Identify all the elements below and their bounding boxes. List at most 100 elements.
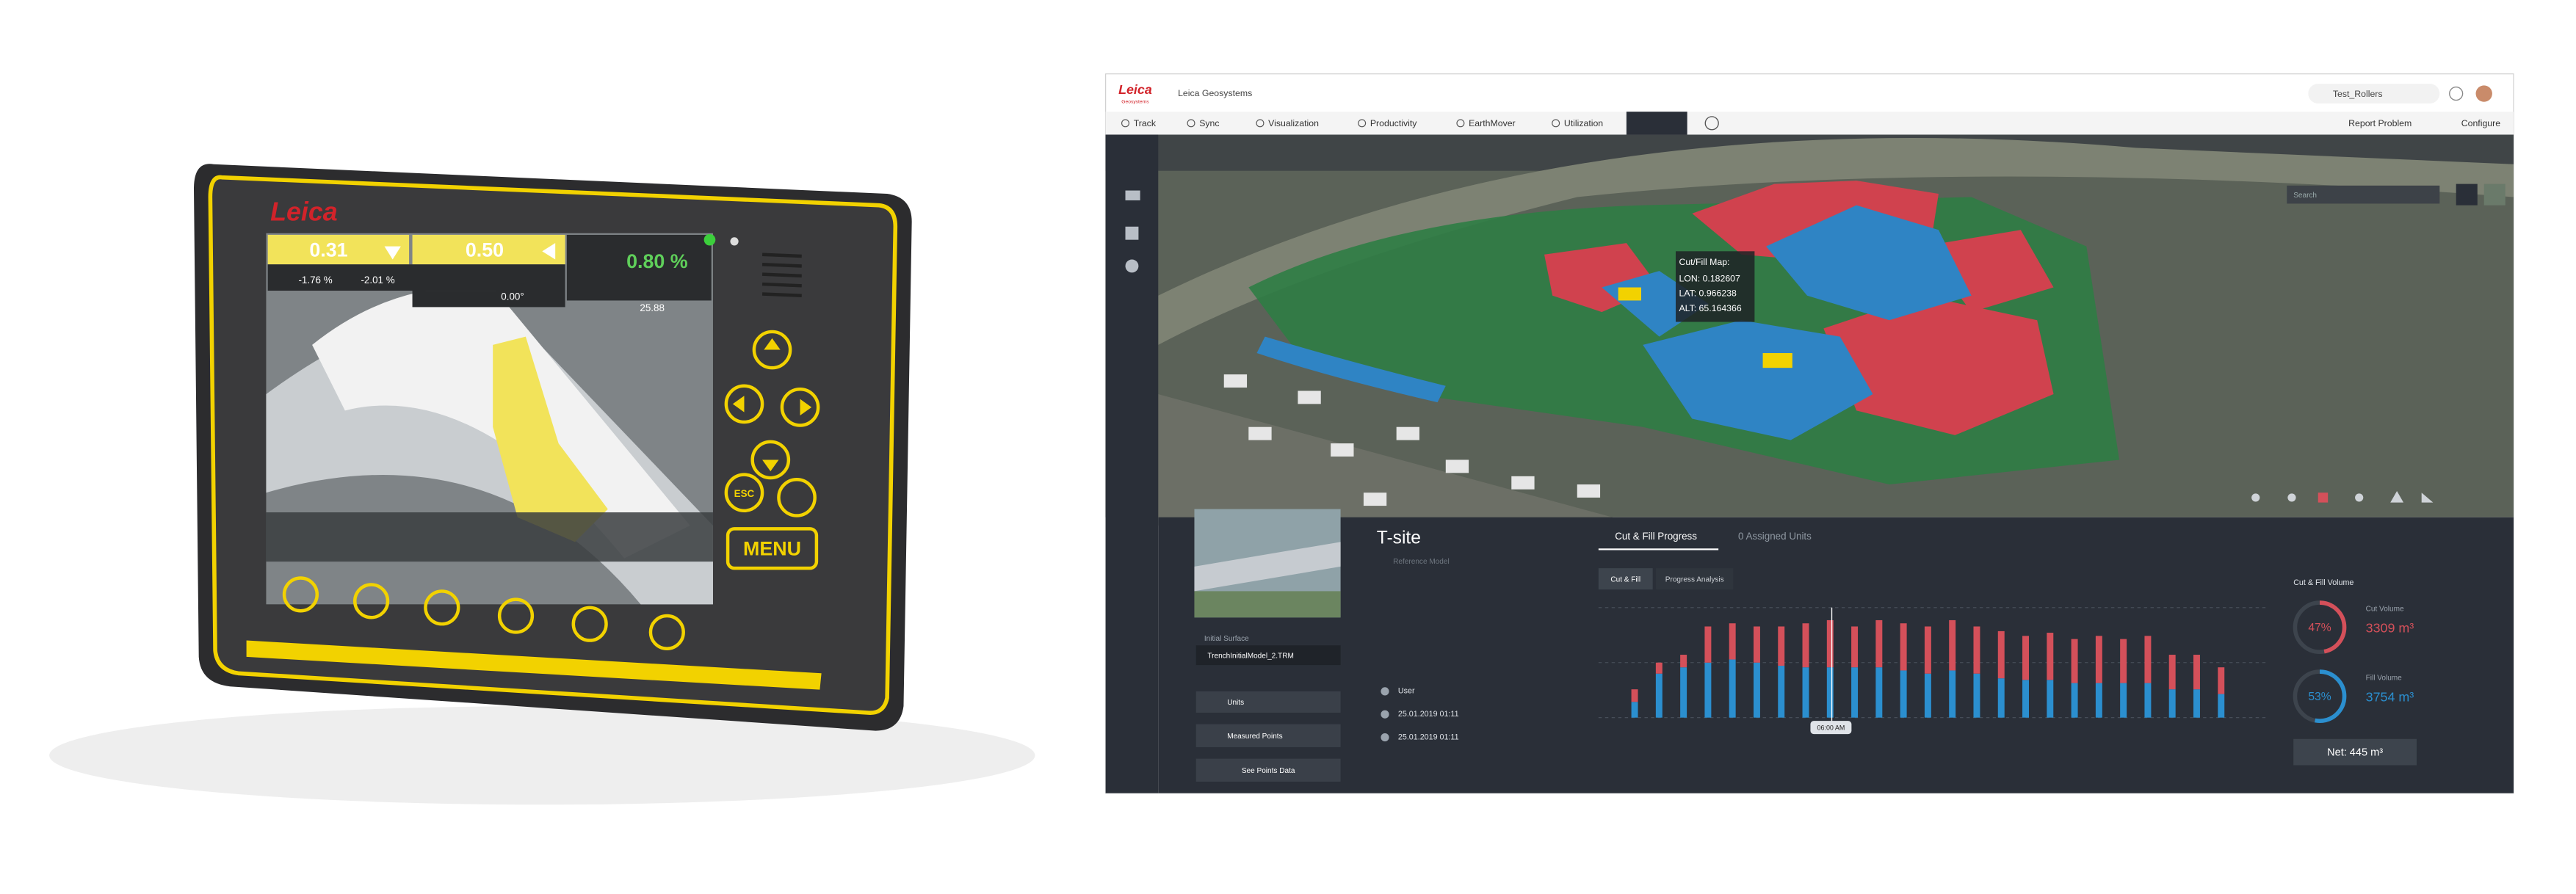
panel-button[interactable] — [1195, 691, 1341, 713]
detail-panel — [1158, 517, 2514, 793]
nav-icon[interactable] — [1358, 119, 1367, 128]
nav-item[interactable]: Productivity — [1370, 118, 1417, 128]
readout-right-bg — [566, 234, 712, 301]
readout-sub-bg — [267, 264, 565, 291]
machine — [1618, 287, 1642, 301]
sidebar-icons[interactable] — [1125, 190, 1140, 273]
cut-bar — [1680, 655, 1687, 668]
web-app: Leica Geosystems Leica Geosystems Test_R… — [1105, 73, 2514, 794]
cut-bar — [2218, 667, 2225, 694]
search-box[interactable] — [2308, 84, 2440, 103]
nav-icon[interactable] — [1704, 116, 1719, 131]
road — [1158, 137, 2514, 345]
help-icon[interactable] — [2449, 86, 2464, 101]
screen-toolbar — [266, 512, 713, 562]
shadow — [49, 706, 1035, 805]
nav-icon[interactable] — [1187, 119, 1195, 128]
sidebar — [1105, 134, 1159, 793]
map-tools[interactable] — [2251, 490, 2434, 503]
trim — [246, 640, 822, 690]
readout: 0.31 — [309, 239, 347, 261]
cut-bar — [1778, 626, 1785, 666]
nav-icon[interactable] — [1456, 119, 1465, 128]
search-text: Test_Rollers — [2333, 89, 2383, 99]
panel-button[interactable] — [1195, 724, 1341, 747]
select-box[interactable] — [1195, 645, 1341, 666]
nav-item[interactable]: Visualization — [1268, 118, 1319, 128]
thumbnail-bridge — [1194, 542, 1341, 592]
nav-icon[interactable] — [1552, 119, 1560, 128]
cut-bar — [1729, 623, 1736, 660]
info-icon — [1381, 687, 1389, 696]
fill-bar — [2071, 683, 2078, 718]
home-button[interactable] — [2456, 183, 2478, 206]
cut-bar — [2168, 655, 2176, 690]
fill-bar — [1680, 667, 1687, 718]
nav-item[interactable]: Track — [1134, 118, 1157, 128]
cut-bar — [1802, 623, 1809, 668]
fill-bar — [1851, 667, 1859, 718]
volume-label: Cut Volume — [2366, 606, 2404, 614]
cut-bar — [1631, 689, 1638, 702]
tab[interactable]: 0 Assigned Units — [1738, 531, 1812, 542]
subtab-label: Progress Analysis — [1665, 575, 1724, 584]
donut-label: 47% — [2308, 622, 2331, 634]
tooltip — [1675, 251, 1755, 322]
subtab-label: Cut & Fill — [1610, 575, 1640, 584]
map-search-placeholder: Search — [2293, 192, 2317, 200]
nav-icon[interactable] — [1256, 119, 1265, 128]
volume-amount: 3309 m³ — [2366, 621, 2414, 636]
fill-bar — [2022, 680, 2029, 718]
cut-bar — [1753, 626, 1760, 663]
site-name: T-site — [1377, 528, 1421, 548]
device-logo: Leica — [270, 197, 338, 226]
site-reference: Reference Model — [1393, 558, 1450, 566]
readout-sub: -2.01 % — [361, 275, 394, 286]
tab-underline — [1598, 548, 1719, 550]
cut-bar — [1997, 630, 2005, 679]
led — [703, 233, 716, 246]
nav-active-tab[interactable] — [1626, 112, 1687, 135]
map-search[interactable] — [2287, 185, 2440, 204]
readout: 0.80 % — [626, 250, 688, 272]
breadcrumb: Leica Geosystems — [1178, 88, 1252, 98]
cut-bar — [1924, 626, 1931, 674]
nav-right-item[interactable]: Report Problem — [2348, 118, 2412, 128]
info-text: 25.01.2019 01:11 — [1398, 710, 1459, 719]
machine — [1762, 353, 1792, 368]
tab[interactable]: Cut & Fill Progress — [1615, 531, 1697, 542]
avatar[interactable] — [2475, 85, 2492, 102]
thumbnail-ground — [1194, 591, 1341, 618]
arrow-icon — [384, 246, 401, 260]
device: 0.31 0.50 0.80 % -1.76 % -2.01 % 0.00° 2… — [193, 164, 912, 731]
panel-button[interactable] — [1195, 758, 1341, 782]
cut-bar — [2120, 639, 2127, 683]
fill-bar — [2193, 689, 2200, 718]
donut-arc — [2293, 669, 2347, 723]
fill-bar — [2047, 680, 2054, 718]
tooltip-line: ALT: 65.164366 — [1679, 303, 1741, 313]
layer-button[interactable] — [2483, 183, 2506, 206]
building-lot — [1158, 393, 1643, 526]
volume-title: Cut & Fill Volume — [2293, 578, 2354, 587]
cut-bar — [1826, 619, 1834, 668]
cut-bar — [1704, 626, 1712, 663]
nav-item[interactable]: EarthMover — [1469, 118, 1516, 128]
nav-item[interactable]: Sync — [1199, 118, 1219, 128]
subtab[interactable] — [1598, 568, 1653, 590]
cursor-label: 06:00 AM — [1817, 724, 1845, 732]
app-logo-sub: Geosystems — [1121, 99, 1149, 104]
tooltip-line: LAT: 0.966238 — [1679, 288, 1737, 299]
nav-icon[interactable] — [1121, 119, 1129, 128]
fill-bar — [1753, 662, 1760, 718]
info-text: 25.01.2019 01:11 — [1398, 733, 1459, 741]
nav-item[interactable]: Utilization — [1564, 118, 1603, 128]
fill-bar — [2144, 683, 2152, 718]
readout-sub: -1.76 % — [298, 275, 332, 286]
nav-right-item[interactable]: Configure — [2461, 118, 2500, 128]
select-value: TrenchInitialModel_2.TRM — [1207, 652, 1293, 660]
subtab[interactable] — [1656, 568, 1734, 590]
info-text: User — [1398, 687, 1415, 696]
readout-sub: 25.88 — [640, 302, 665, 313]
fill-bar — [1826, 667, 1834, 718]
